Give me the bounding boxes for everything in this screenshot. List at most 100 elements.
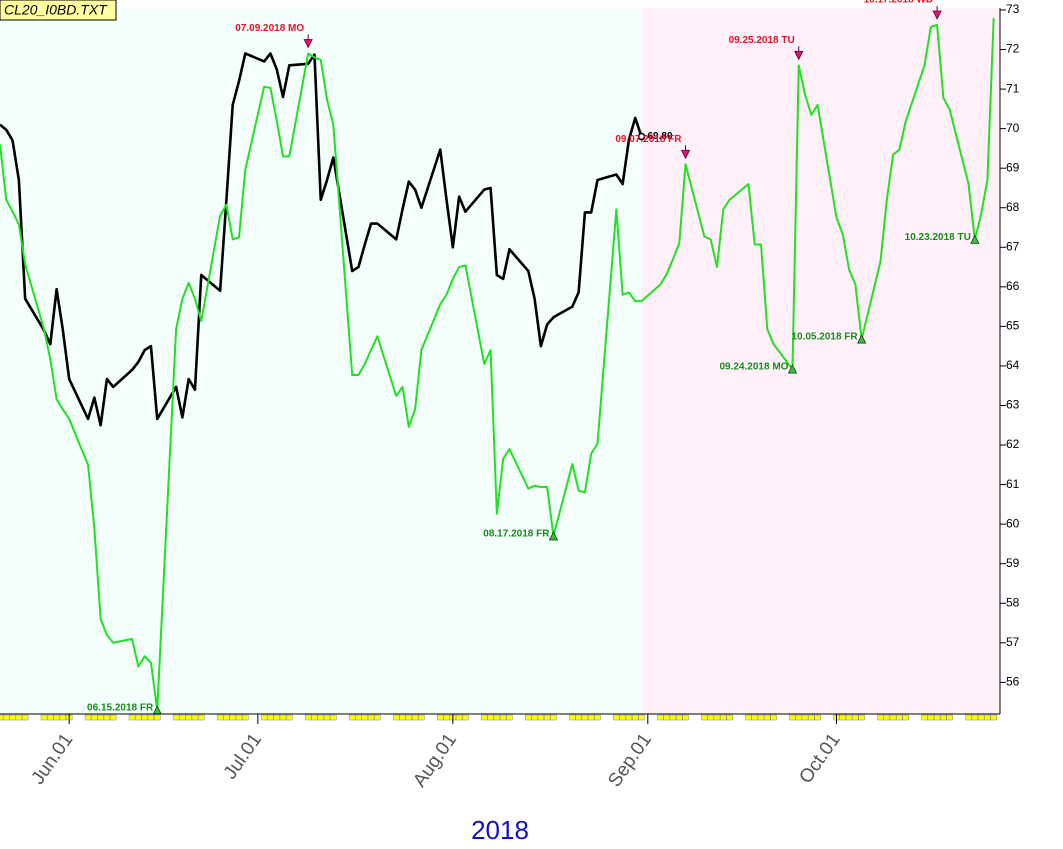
y-tick-label: 71 bbox=[1006, 81, 1020, 95]
x-minor-tick bbox=[374, 714, 381, 721]
x-tick-label: Aug.01 bbox=[409, 730, 461, 791]
x-tick-label: Jun.01 bbox=[27, 730, 77, 789]
peak-marker bbox=[932, 10, 942, 20]
x-minor-tick bbox=[946, 714, 953, 721]
value-label: 69.80 bbox=[648, 131, 673, 142]
x-minor-tick bbox=[198, 714, 205, 721]
x-minor-tick bbox=[525, 714, 532, 721]
x-minor-tick bbox=[845, 714, 853, 721]
x-minor-tick bbox=[323, 714, 331, 721]
chart-title: CL20_I0BD.TXT bbox=[4, 2, 108, 18]
x-minor-tick bbox=[940, 714, 947, 721]
x-minor-tick bbox=[550, 714, 557, 721]
last-point-marker bbox=[637, 132, 646, 141]
x-tick-label: Oct.01 bbox=[795, 730, 844, 788]
x-minor-tick bbox=[902, 714, 909, 721]
x-minor-tick bbox=[286, 714, 293, 721]
annotation-label: 10.23.2018 TU bbox=[905, 232, 971, 243]
x-minor-tick bbox=[361, 714, 369, 721]
x-minor-tick bbox=[933, 714, 941, 721]
peak-marker bbox=[680, 149, 691, 160]
x-minor-tick bbox=[984, 714, 991, 721]
x-minor-tick bbox=[179, 714, 186, 721]
x-minor-tick bbox=[9, 714, 16, 721]
y-tick-label: 64 bbox=[1006, 358, 1020, 372]
x-minor-tick bbox=[587, 714, 595, 721]
x-minor-tick bbox=[411, 714, 419, 721]
annotation-label: 08.17.2018 FR bbox=[483, 529, 550, 540]
x-minor-tick bbox=[191, 714, 199, 721]
annotation-label: 09.07.2018 FR bbox=[615, 134, 682, 145]
x-minor-tick bbox=[147, 714, 155, 721]
y-tick-label: 66 bbox=[1006, 279, 1020, 293]
x-minor-tick bbox=[764, 714, 771, 721]
x-minor-tick bbox=[91, 714, 98, 721]
x-minor-tick bbox=[317, 714, 325, 721]
x-minor-tick bbox=[581, 714, 589, 721]
x-minor-tick bbox=[15, 714, 23, 721]
x-minor-tick bbox=[965, 714, 972, 721]
x-minor-tick bbox=[47, 714, 54, 721]
x-minor-tick bbox=[726, 714, 733, 721]
x-minor-tick bbox=[437, 714, 444, 721]
y-tick-label: 73 bbox=[1006, 2, 1020, 16]
x-minor-tick bbox=[594, 714, 601, 721]
x-minor-tick bbox=[367, 714, 375, 721]
annotation-label: 09.24.2018 MO bbox=[720, 362, 789, 373]
x-minor-tick bbox=[487, 714, 494, 721]
x-minor-tick bbox=[443, 714, 450, 721]
x-minor-tick bbox=[267, 714, 274, 721]
x-minor-tick bbox=[392, 714, 400, 721]
x-minor-tick bbox=[235, 714, 243, 721]
x-minor-tick bbox=[3, 714, 10, 721]
x-minor-tick bbox=[355, 714, 362, 721]
trough-marker bbox=[970, 234, 980, 244]
x-minor-tick bbox=[663, 714, 670, 721]
x-tick-label: Jul.01 bbox=[220, 730, 266, 784]
x-minor-tick bbox=[21, 714, 29, 721]
x-minor-tick bbox=[757, 714, 765, 721]
x-minor-tick bbox=[0, 714, 4, 721]
y-tick-label: 69 bbox=[1006, 160, 1020, 174]
x-minor-tick bbox=[720, 714, 727, 721]
x-minor-tick bbox=[657, 714, 664, 721]
x-minor-tick bbox=[537, 714, 545, 721]
peak-marker bbox=[303, 39, 313, 49]
x-minor-tick bbox=[707, 714, 714, 721]
x-minor-tick bbox=[575, 714, 582, 721]
annotation-label: 07.09.2018 MO bbox=[235, 23, 304, 34]
x-minor-tick bbox=[493, 714, 501, 721]
x-minor-tick bbox=[638, 714, 645, 721]
y-tick-label: 70 bbox=[1006, 121, 1020, 135]
annotation-label: 06.15.2018 FR bbox=[87, 703, 154, 714]
shaded-region bbox=[641, 8, 1000, 714]
x-minor-tick bbox=[185, 714, 192, 721]
x-minor-tick bbox=[330, 714, 337, 721]
x-minor-tick bbox=[977, 714, 985, 721]
x-minor-tick bbox=[399, 714, 406, 721]
x-minor-tick bbox=[418, 714, 425, 721]
x-minor-tick bbox=[242, 714, 249, 721]
x-minor-tick bbox=[97, 714, 104, 721]
x-minor-tick bbox=[883, 714, 891, 721]
title-box bbox=[0, 0, 117, 21]
trough-marker bbox=[548, 531, 559, 541]
x-minor-tick bbox=[795, 714, 802, 721]
y-tick-label: 61 bbox=[1006, 477, 1020, 491]
x-minor-tick bbox=[455, 714, 463, 721]
x-minor-tick bbox=[877, 714, 884, 721]
x-minor-tick bbox=[348, 714, 356, 721]
trough-marker bbox=[856, 334, 867, 344]
annotation-label: 10.17.2018 WD bbox=[864, 0, 934, 6]
x-minor-tick bbox=[109, 714, 117, 721]
trough-marker bbox=[787, 364, 798, 374]
y-tick-label: 58 bbox=[1006, 595, 1020, 609]
x-minor-tick bbox=[141, 714, 148, 721]
x-minor-tick bbox=[531, 714, 538, 721]
x-minor-tick bbox=[625, 714, 633, 721]
x-minor-tick bbox=[858, 714, 865, 721]
x-minor-tick bbox=[273, 714, 280, 721]
x-minor-tick bbox=[499, 714, 507, 721]
x-minor-tick bbox=[921, 714, 928, 721]
x-minor-tick bbox=[260, 714, 268, 721]
